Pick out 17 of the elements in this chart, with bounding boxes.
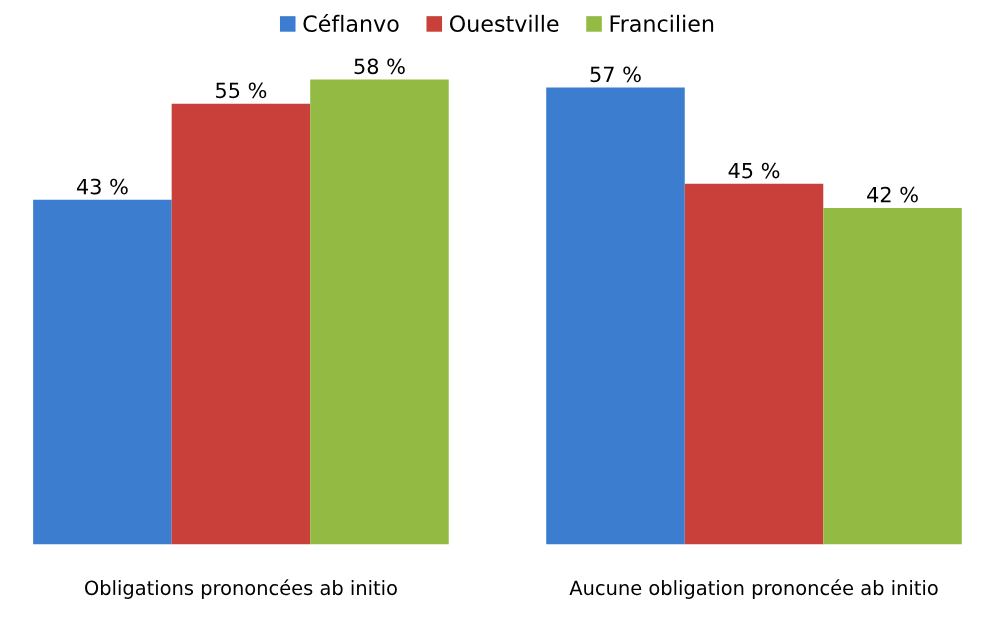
bar <box>823 207 962 545</box>
x-tick-label: Aucune obligation prononcée ab initio <box>569 579 938 599</box>
bar <box>310 79 449 545</box>
data-label: 55 % <box>216 82 267 99</box>
legend-label: Francilien <box>610 14 714 33</box>
data-label: 57 % <box>590 66 641 83</box>
legend-label: Céflanvo <box>303 13 399 33</box>
bar <box>33 199 172 545</box>
x-tick-label: Obligations prononcées ab initio <box>85 579 397 599</box>
bar <box>684 183 824 545</box>
data-label: 45 % <box>728 162 780 179</box>
data-label: 58 % <box>354 58 405 75</box>
legend-label: Ouestville <box>449 14 559 33</box>
bar <box>171 103 311 545</box>
data-label: 43 % <box>76 178 128 195</box>
bar <box>546 87 685 545</box>
data-label: 42 % <box>867 186 918 203</box>
